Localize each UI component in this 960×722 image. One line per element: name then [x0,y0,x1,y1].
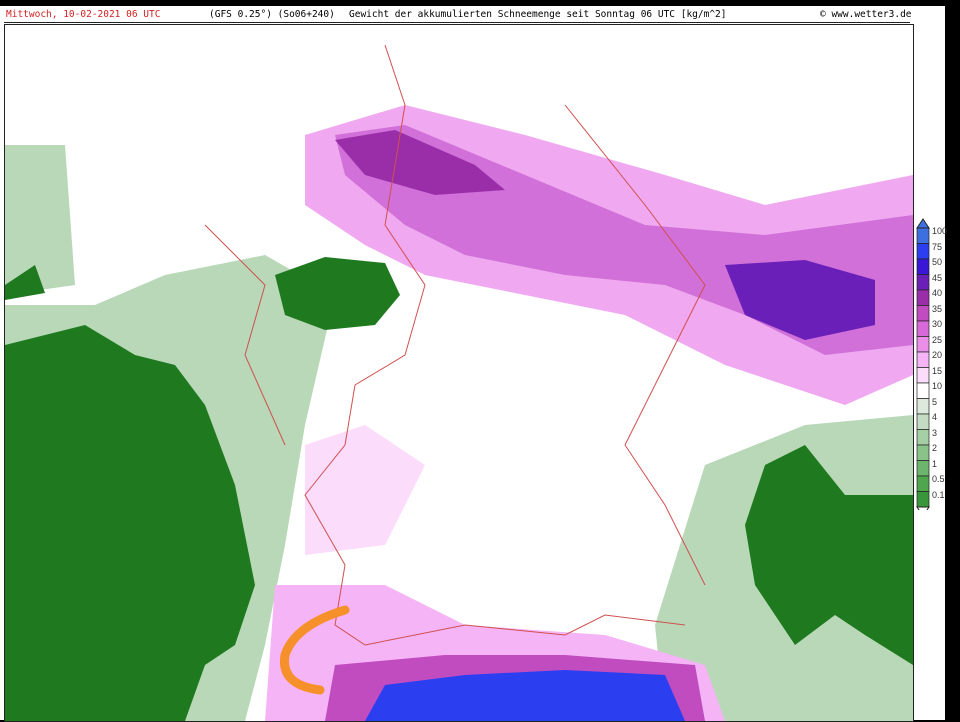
legend-swatch [916,491,930,508]
legend-label: 10 [932,381,943,391]
legend-label: 50 [932,257,943,267]
legend-swatch [916,398,930,415]
snow-field-alps-core [365,670,685,721]
border-line [204,224,286,446]
legend-swatch [916,227,930,244]
legend-label: 30 [932,319,943,329]
legend-swatch [916,258,930,275]
legend-label: 3 [932,427,938,438]
legend-arrow-down-icon [916,506,930,510]
border-line [304,44,426,646]
dark-green-area-left [5,265,45,300]
legend-swatch [916,274,930,291]
legend-swatch [916,289,930,306]
legend-arrow-up-icon [916,218,930,229]
valid-date: Mittwoch, 10-02-2021 06 UTC [6,9,161,20]
legend-swatch [916,367,930,384]
snow-field-purple [335,130,505,195]
legend-label: 20 [932,350,943,360]
legend-label: 2 [932,443,938,453]
legend-label: 100 [932,226,948,236]
legend-swatch [916,460,930,477]
country-borders [204,44,706,646]
legend-label: 15 [932,365,943,376]
snow-field-east-core [725,260,875,340]
legend-swatch [916,336,930,353]
legend-colorbar [916,218,930,510]
legend-label: 0.5 [932,474,945,484]
legend-swatch [916,305,930,322]
dark-green-area-east [745,445,913,665]
orange-annotation-arc [279,605,350,695]
legend-swatch [916,475,930,492]
map-header: Mittwoch, 10-02-2021 06 UTC (GFS 0.25°) … [4,8,912,23]
legend-swatch [916,351,930,368]
legend-label: 1 [932,458,938,469]
light-green-area-west [5,145,75,295]
legend-label: 0.1 [932,489,945,500]
legend-label: 5 [932,396,938,407]
legend-swatch [916,320,930,337]
dark-green-area-west [5,325,255,721]
source-link[interactable]: © www.wetter3.de [820,9,912,20]
map-title: Gewicht der akkumulierten Schneemenge se… [349,9,727,20]
snow-weight-map [4,24,914,722]
legend-swatch [916,444,930,461]
legend-swatch [916,429,930,446]
color-legend: 100 75 50 45 40 35 30 25 20 15 10 5 4 3 2 1 0.5 0.1 [914,218,948,510]
dark-green-area-north [275,257,400,330]
border-line [364,614,686,646]
legend-label: 35 [932,303,943,314]
legend-label: 4 [932,412,938,422]
legend-label: 75 [932,241,943,252]
legend-label: 40 [932,288,943,298]
model-run: (GFS 0.25°) (So06+240) [209,9,335,20]
legend-label: 25 [932,334,943,345]
map-frame: Mittwoch, 10-02-2021 06 UTC (GFS 0.25°) … [0,6,948,722]
legend-swatch [916,413,930,430]
border-line [564,104,706,586]
legend-swatch [916,243,930,260]
legend-label: 45 [932,272,943,283]
legend-swatch [916,382,930,399]
